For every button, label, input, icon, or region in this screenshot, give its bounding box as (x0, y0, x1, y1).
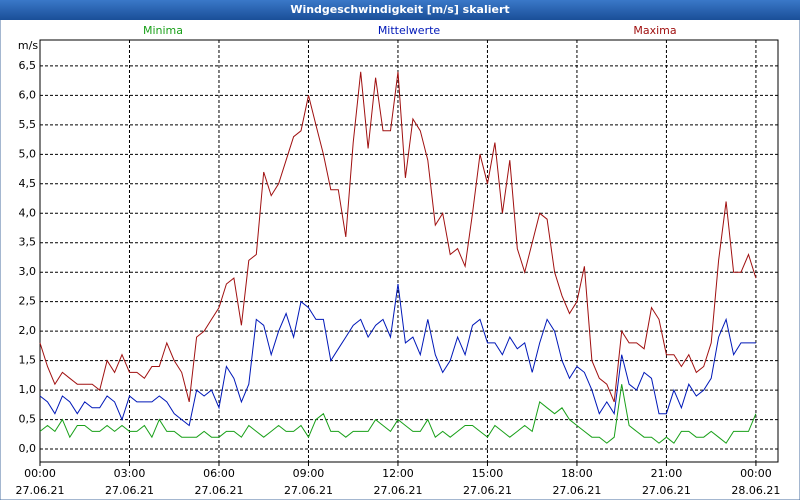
y-tick-label: 6,5 (19, 59, 37, 72)
x-tick-label: 15:00 (472, 467, 504, 480)
chart-title: Windgeschwindigkeit [m/s] skaliert (290, 3, 509, 16)
y-tick-label: 0,0 (19, 442, 37, 455)
legend-entry: Minima (143, 24, 183, 37)
series-line (39, 71, 757, 403)
title-bar (0, 0, 800, 20)
y-tick-label: 2,5 (19, 295, 37, 308)
y-tick-label: 5,0 (19, 147, 37, 160)
x-tick-sublabel: 27.06.21 (463, 484, 512, 497)
x-tick-sublabel: 27.06.21 (284, 484, 333, 497)
y-tick-label: 3,5 (19, 236, 37, 249)
series-line (39, 283, 756, 427)
y-tick-label: 1,0 (19, 383, 37, 396)
y-tick-label: 2,0 (19, 324, 37, 337)
x-tick-sublabel: 27.06.21 (16, 484, 65, 497)
y-tick-label: 3,0 (19, 265, 37, 278)
y-tick-label: 5,5 (19, 118, 37, 131)
legend-entry: Mittelwerte (378, 24, 441, 37)
y-tick-label: 4,5 (19, 177, 37, 190)
x-tick-sublabel: 27.06.21 (373, 484, 422, 497)
x-tick-label: 18:00 (561, 467, 593, 480)
series-line (39, 384, 757, 444)
y-tick-label: 4,0 (19, 206, 37, 219)
plot-frame (39, 39, 779, 463)
y-tick-label: 6,0 (19, 88, 37, 101)
x-tick-sublabel: 27.06.21 (642, 484, 691, 497)
legend-entry: Maxima (633, 24, 676, 37)
x-tick-label: 03:00 (114, 467, 146, 480)
x-tick-label: 06:00 (203, 467, 235, 480)
x-tick-label: 12:00 (382, 467, 414, 480)
y-tick-label: 0,5 (19, 413, 37, 426)
y-tick-label: 1,5 (19, 354, 37, 367)
x-tick-label: 21:00 (651, 467, 683, 480)
x-tick-sublabel: 27.06.21 (552, 484, 601, 497)
x-tick-label: 00:00 (24, 467, 56, 480)
y-axis-label: m/s (18, 39, 38, 52)
x-tick-sublabel: 28.06.21 (731, 484, 780, 497)
x-tick-label: 09:00 (293, 467, 325, 480)
x-tick-label: 00:00 (740, 467, 772, 480)
x-tick-sublabel: 27.06.21 (105, 484, 154, 497)
x-tick-sublabel: 27.06.21 (194, 484, 243, 497)
